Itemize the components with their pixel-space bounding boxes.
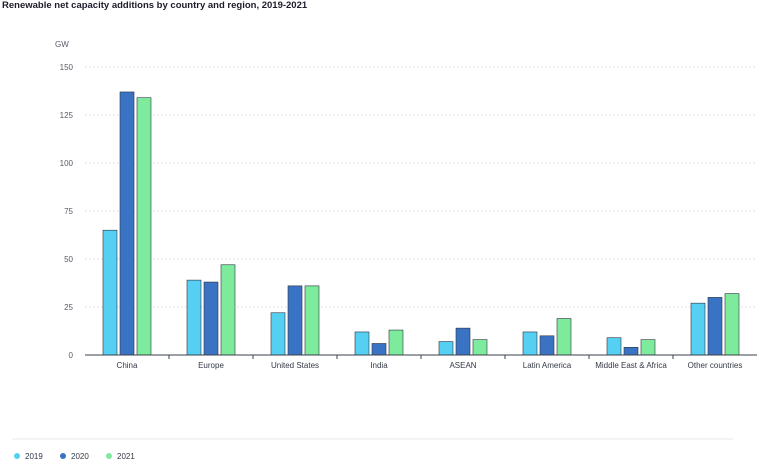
bars (102, 91, 740, 356)
y-axis-unit: GW (55, 40, 69, 49)
bar-2021-3 (388, 329, 404, 356)
bar-2019-5 (522, 331, 538, 356)
bar-2019-4 (438, 341, 454, 356)
x-tick-label: Other countries (688, 361, 743, 370)
y-tick-label: 125 (60, 111, 74, 120)
bar-2021-0 (136, 97, 152, 356)
x-tick-label: Middle East & Africa (595, 361, 667, 370)
legend: 2019 2020 2021 (12, 438, 733, 461)
x-tick-label: ASEAN (449, 361, 476, 370)
axes: 0 25 50 75 100 125 150 China Europe United States… (60, 63, 757, 370)
bar-2021-1 (220, 264, 236, 356)
x-tick-label: United States (271, 361, 319, 370)
bar-2019-7 (690, 302, 706, 356)
x-tick-label: China (117, 361, 138, 370)
bar-2019-1 (186, 279, 202, 356)
x-tick-label: Latin America (523, 361, 572, 370)
bar-2019-2 (270, 312, 286, 356)
bar-2020-2 (287, 285, 303, 356)
y-tick-label: 0 (69, 351, 74, 360)
y-tick-label: 50 (64, 255, 73, 264)
legend-label-2021: 2021 (117, 452, 135, 461)
bar-2020-7 (707, 297, 723, 356)
bar-2020-4 (455, 327, 471, 356)
y-tick-label: 75 (64, 207, 73, 216)
y-tick-label: 100 (60, 159, 74, 168)
x-tick-label: India (370, 361, 388, 370)
legend-label-2019: 2019 (25, 452, 43, 461)
y-tick-label: 150 (60, 63, 74, 72)
x-tick-label: Europe (198, 361, 224, 370)
legend-swatch-2020 (60, 453, 66, 459)
bar-2021-6 (640, 339, 656, 356)
chart-title: Renewable net capacity additions by coun… (2, 0, 308, 11)
bar-2020-6 (623, 347, 639, 356)
bar-2019-0 (102, 229, 118, 356)
bar-2019-3 (354, 331, 370, 356)
legend-swatch-2021 (106, 453, 112, 459)
legend-label-2020: 2020 (71, 452, 89, 461)
bar-2021-2 (304, 285, 320, 356)
bar-2020-5 (539, 335, 555, 356)
bar-2020-0 (119, 91, 135, 356)
y-tick-label: 25 (64, 303, 73, 312)
bar-2021-4 (472, 339, 488, 356)
bar-2020-3 (371, 343, 387, 356)
bar-2021-5 (556, 318, 572, 356)
gridlines (85, 66, 757, 308)
bar-2021-7 (724, 293, 740, 356)
bar-2019-6 (606, 337, 622, 356)
legend-swatch-2019 (14, 453, 20, 459)
bar-2020-1 (203, 281, 219, 356)
